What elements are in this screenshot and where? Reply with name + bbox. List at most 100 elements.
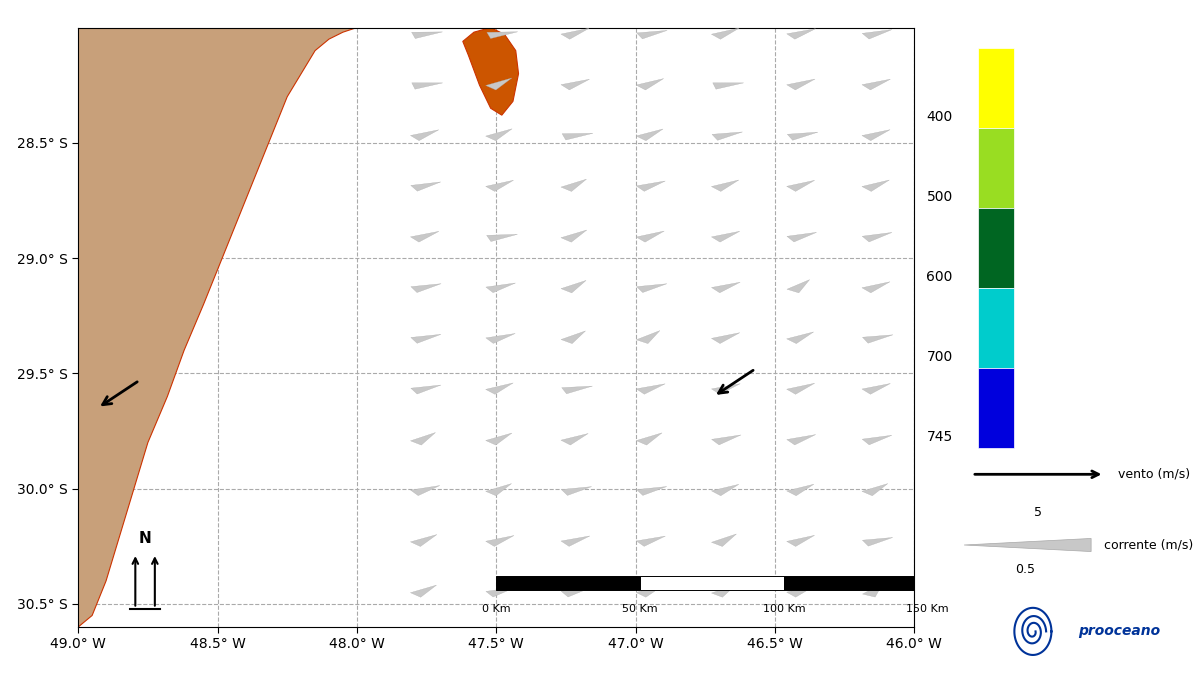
- Polygon shape: [486, 283, 516, 293]
- Polygon shape: [711, 384, 740, 394]
- Polygon shape: [711, 484, 739, 496]
- Polygon shape: [463, 28, 518, 115]
- Polygon shape: [787, 435, 816, 445]
- Polygon shape: [486, 484, 511, 496]
- Bar: [497, 576, 640, 590]
- Polygon shape: [410, 182, 440, 191]
- Polygon shape: [787, 535, 814, 546]
- Bar: [978, 288, 1014, 368]
- Text: 50 Km: 50 Km: [622, 604, 658, 614]
- Text: 0 Km: 0 Km: [482, 604, 510, 614]
- Polygon shape: [410, 232, 439, 242]
- Polygon shape: [486, 78, 511, 90]
- Polygon shape: [410, 130, 439, 141]
- Polygon shape: [561, 28, 589, 39]
- Polygon shape: [861, 484, 888, 496]
- Text: 5: 5: [1035, 506, 1042, 519]
- Polygon shape: [410, 486, 440, 495]
- Polygon shape: [787, 484, 814, 496]
- Polygon shape: [787, 232, 817, 242]
- Text: N: N: [138, 531, 152, 546]
- Polygon shape: [861, 180, 889, 192]
- Polygon shape: [787, 132, 818, 141]
- Polygon shape: [787, 332, 813, 344]
- Polygon shape: [787, 79, 814, 90]
- Polygon shape: [711, 232, 740, 242]
- Text: 600: 600: [926, 270, 953, 284]
- Polygon shape: [636, 129, 663, 141]
- Bar: [978, 48, 1014, 128]
- Polygon shape: [636, 231, 664, 242]
- Polygon shape: [411, 284, 442, 293]
- Polygon shape: [863, 232, 891, 242]
- Polygon shape: [486, 129, 512, 141]
- Polygon shape: [562, 386, 592, 394]
- Polygon shape: [636, 30, 668, 39]
- Polygon shape: [787, 280, 810, 293]
- Polygon shape: [711, 180, 739, 192]
- Polygon shape: [561, 230, 587, 242]
- Polygon shape: [787, 586, 814, 597]
- Polygon shape: [561, 331, 586, 344]
- Polygon shape: [712, 83, 743, 89]
- Polygon shape: [411, 385, 442, 394]
- Polygon shape: [863, 30, 891, 39]
- Polygon shape: [787, 383, 814, 394]
- Polygon shape: [562, 588, 591, 597]
- Polygon shape: [486, 181, 514, 192]
- Text: 745: 745: [926, 430, 953, 444]
- Bar: [978, 368, 1014, 448]
- Polygon shape: [787, 181, 814, 192]
- Polygon shape: [863, 435, 891, 445]
- Polygon shape: [636, 486, 666, 495]
- Polygon shape: [711, 534, 736, 546]
- Text: 0.5: 0.5: [1015, 564, 1035, 576]
- Polygon shape: [787, 29, 816, 39]
- Polygon shape: [486, 535, 514, 546]
- Polygon shape: [711, 585, 736, 597]
- Polygon shape: [486, 333, 515, 343]
- Polygon shape: [411, 32, 443, 39]
- Text: corrente (m/s): corrente (m/s): [1104, 539, 1193, 551]
- Polygon shape: [411, 83, 443, 89]
- Polygon shape: [711, 28, 739, 39]
- Polygon shape: [486, 383, 514, 394]
- Bar: [978, 128, 1014, 208]
- Polygon shape: [486, 587, 515, 597]
- Polygon shape: [410, 433, 435, 445]
- Polygon shape: [711, 282, 740, 293]
- Polygon shape: [863, 584, 883, 597]
- Text: 100 Km: 100 Km: [763, 604, 805, 614]
- Polygon shape: [562, 486, 592, 495]
- Polygon shape: [964, 539, 1091, 551]
- Polygon shape: [410, 585, 437, 597]
- Polygon shape: [486, 433, 512, 445]
- Polygon shape: [561, 280, 586, 293]
- Bar: [784, 576, 928, 590]
- Polygon shape: [712, 132, 742, 141]
- Polygon shape: [636, 586, 663, 597]
- Polygon shape: [712, 435, 741, 445]
- Polygon shape: [561, 79, 589, 90]
- Text: prooceano: prooceano: [1078, 624, 1160, 639]
- Text: 500: 500: [926, 190, 953, 204]
- Polygon shape: [636, 181, 665, 192]
- Polygon shape: [411, 334, 442, 343]
- Polygon shape: [561, 179, 587, 192]
- Polygon shape: [863, 79, 890, 90]
- Polygon shape: [636, 284, 666, 293]
- Text: 150 Km: 150 Km: [906, 604, 949, 614]
- Polygon shape: [861, 282, 890, 293]
- Polygon shape: [711, 333, 740, 344]
- Polygon shape: [487, 32, 517, 39]
- Bar: [978, 208, 1014, 288]
- Polygon shape: [636, 433, 662, 445]
- Text: 700: 700: [926, 350, 953, 364]
- Polygon shape: [636, 331, 660, 344]
- Polygon shape: [861, 130, 890, 141]
- Text: 400: 400: [926, 110, 953, 124]
- Polygon shape: [487, 234, 517, 242]
- Polygon shape: [78, 28, 357, 627]
- Polygon shape: [561, 433, 588, 445]
- Polygon shape: [863, 537, 893, 546]
